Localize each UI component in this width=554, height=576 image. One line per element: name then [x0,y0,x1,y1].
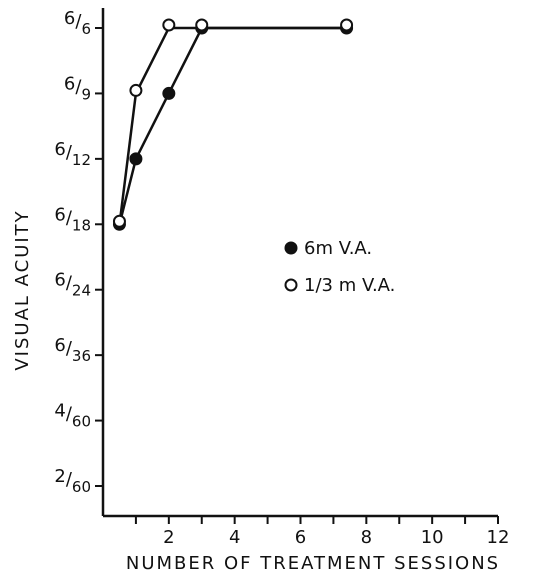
data-point [162,86,176,100]
y-tick-label: 2/60 [54,466,91,496]
x-tick-label: 10 [421,527,444,548]
data-point [195,18,209,32]
y-tick-label: 6/18 [54,204,91,234]
y-tick-label: 6/24 [54,270,91,300]
data-point [340,18,354,32]
y-tick-label: 4/60 [54,401,91,431]
data-point [129,83,143,97]
y-axis-title: VISUAL ACUITY [12,209,33,370]
legend-label: 1/3 m V.A. [304,275,395,296]
x-tick-label: 2 [163,527,174,548]
y-tick-label: 6/9 [64,73,91,103]
y-tick-label: 6/36 [54,335,91,365]
x-tick-label: 12 [487,527,510,548]
x-tick-label: 8 [361,527,372,548]
y-tick-label: 6/6 [64,8,91,38]
data-point [162,18,176,32]
series-layer [112,18,354,231]
data-point [129,152,143,166]
legend-marker [284,278,298,292]
legend-marker [284,241,298,255]
ticks: 2 4 6 8 10 12 2/60 4/60 6/36 6/24 6/18 6/12 6/9 6/6 [54,8,509,548]
legend-label: 6m V.A. [304,238,372,259]
y-tick-label: 6/12 [54,139,91,169]
legend: 6m V.A. 1/3 m V.A. [284,238,395,296]
x-axis-title: NUMBER OF TREATMENT SESSIONS [126,553,500,574]
data-point [112,214,126,228]
x-tick-label: 4 [229,527,240,548]
x-tick-label: 6 [295,527,306,548]
axes [101,8,498,518]
